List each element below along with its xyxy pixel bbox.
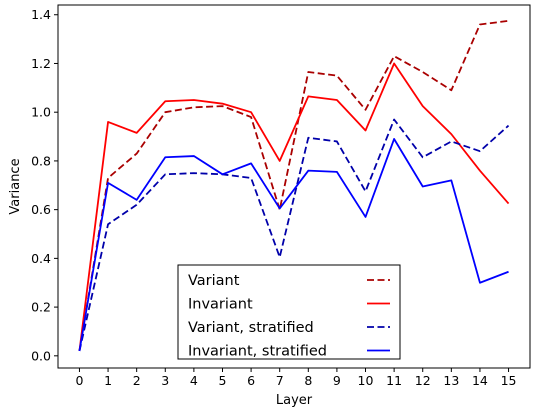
series-line-3 bbox=[78, 118, 510, 352]
x-tick-label: 3 bbox=[161, 373, 169, 388]
series-line-2 bbox=[78, 62, 510, 352]
x-tick-label: 15 bbox=[501, 373, 517, 388]
y-tick-label: 0.6 bbox=[31, 202, 51, 217]
y-tick-label: 1.4 bbox=[31, 7, 51, 22]
x-axis-label: Layer bbox=[276, 393, 313, 408]
legend-label: Variant, stratified bbox=[188, 320, 314, 336]
plot-frame bbox=[57, 4, 531, 369]
series-line-4 bbox=[78, 138, 509, 352]
series-layer bbox=[78, 19, 510, 352]
x-tick-label: 9 bbox=[333, 373, 341, 388]
y-tick-label: 1.2 bbox=[31, 56, 51, 71]
x-tick-label: 11 bbox=[386, 373, 402, 388]
legend-label: Invariant, stratified bbox=[188, 344, 327, 360]
y-axis-ticks: 0.0 0.2 0.4 0.6 0.8 1.0 1.2 1.4 bbox=[31, 7, 58, 363]
x-tick-label: 2 bbox=[133, 373, 141, 388]
y-axis-label: Variance bbox=[8, 158, 23, 214]
x-tick-label: 1 bbox=[104, 373, 112, 388]
y-tick-label: 0.2 bbox=[31, 300, 51, 315]
y-tick-label: 1.0 bbox=[31, 105, 51, 120]
legend-box bbox=[177, 264, 401, 360]
y-tick-label: 0.4 bbox=[31, 251, 51, 266]
legend: Variant Invariant Variant, stratified Invar… bbox=[177, 264, 401, 360]
x-tick-label: 13 bbox=[443, 373, 459, 388]
x-tick-label: 0 bbox=[75, 373, 83, 388]
x-tick-label: 10 bbox=[358, 373, 374, 388]
x-tick-label: 6 bbox=[247, 373, 255, 388]
x-tick-label: 5 bbox=[219, 373, 227, 388]
x-tick-label: 12 bbox=[415, 373, 431, 388]
x-tick-label: 14 bbox=[472, 373, 488, 388]
plot-area bbox=[57, 4, 531, 369]
y-tick-label: 0.8 bbox=[31, 153, 51, 168]
legend-label: Variant bbox=[188, 273, 240, 289]
x-tick-label: 4 bbox=[190, 373, 198, 388]
series-line-1 bbox=[78, 19, 509, 352]
y-tick-label: 0.0 bbox=[31, 348, 51, 363]
x-tick-label: 8 bbox=[304, 373, 312, 388]
x-axis-ticks: 0 1 2 3 4 5 6 7 8 9 10 11 12 13 14 15 bbox=[75, 368, 516, 388]
x-tick-label: 7 bbox=[276, 373, 284, 388]
legend-label: Invariant bbox=[188, 297, 253, 313]
